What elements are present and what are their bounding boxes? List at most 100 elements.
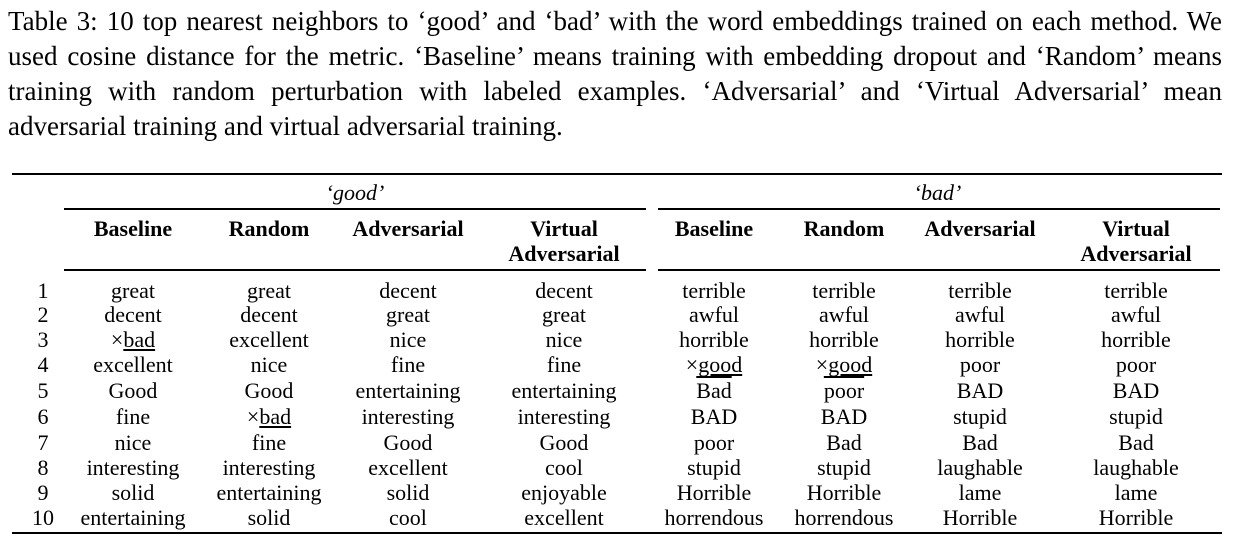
table-cell: poor (693, 430, 735, 455)
table-cell: stupid (953, 404, 1007, 429)
table-cell: Horrible (1098, 505, 1174, 530)
header-rule-good (64, 269, 646, 271)
group-rule-bad (658, 208, 1220, 210)
table-cell: excellent (229, 327, 309, 352)
table-cell: fine (390, 352, 426, 377)
table-cell: terrible (1104, 278, 1168, 303)
table-cell: stupid (1109, 404, 1163, 429)
row-number: 4 (37, 352, 49, 377)
row-number: 7 (37, 430, 49, 455)
row-number: 5 (37, 378, 49, 403)
table-cell: interesting (222, 455, 316, 480)
table-cell: Horrible (942, 505, 1018, 530)
table-cell: lame (1114, 480, 1158, 505)
table-cell: poor (959, 352, 1001, 377)
table-cell: Horrible (676, 480, 752, 505)
column-header: Random (228, 216, 310, 241)
table-cell: terrible (812, 278, 876, 303)
group-header-bad: ‘bad’ (913, 180, 962, 205)
table-cell: solid (111, 480, 155, 505)
table-cell: excellent (524, 505, 604, 530)
table-cell: entertaining (355, 378, 461, 403)
table-cell: Bad (696, 378, 732, 403)
table-cell: great (542, 302, 586, 327)
table-cell: solid (386, 480, 430, 505)
group-header-good: ‘good’ (325, 180, 385, 205)
table-cell: nice (114, 430, 152, 455)
table-cell: cool (389, 505, 427, 530)
table-cell: entertaining (216, 480, 322, 505)
column-header: Baseline (93, 216, 173, 241)
table-cell: horrible (809, 327, 879, 352)
bottom-rule (12, 532, 1222, 534)
table-cell: ×bad (110, 327, 156, 352)
table-cell: laughable (937, 455, 1023, 480)
column-header: Baseline (674, 216, 754, 241)
table-cell: solid (247, 505, 291, 530)
group-rule-good (64, 208, 646, 210)
row-number: 9 (37, 480, 49, 505)
table-cell: Bad (962, 430, 998, 455)
column-header: Virtual (1102, 216, 1170, 241)
table-cell: stupid (687, 455, 741, 480)
table-cell: great (111, 278, 155, 303)
table-cell: enjoyable (521, 480, 607, 505)
table-cell: great (386, 302, 430, 327)
column-header: Adversarial (1080, 241, 1192, 266)
table-cell: laughable (1093, 455, 1179, 480)
table-cell: ×good (815, 352, 873, 377)
table-cell: awful (818, 302, 870, 327)
table-cell: Good (108, 378, 158, 403)
table-cell: great (247, 278, 291, 303)
table-cell: horrendous (794, 505, 894, 530)
table-cell: excellent (93, 352, 173, 377)
table-cell: Bad (826, 430, 862, 455)
column-header: Adversarial (352, 216, 464, 241)
header-rule-bad (658, 269, 1220, 271)
table-cell: fine (251, 430, 287, 455)
table-cell: Bad (1118, 430, 1154, 455)
table-cell: stupid (817, 455, 871, 480)
table-cell: terrible (682, 278, 746, 303)
table-cell: interesting (86, 455, 180, 480)
table-cell: interesting (517, 404, 611, 429)
table-cell: terrible (948, 278, 1012, 303)
row-number: 10 (32, 505, 54, 530)
column-header: Adversarial (924, 216, 1036, 241)
table-cell: horrible (1101, 327, 1171, 352)
table-cell: horrendous (664, 505, 764, 530)
table-cell: horrible (679, 327, 749, 352)
table-cell: Good (383, 430, 433, 455)
top-rule (12, 173, 1222, 175)
table-cell: Good (244, 378, 294, 403)
table-cell: awful (954, 302, 1006, 327)
table-cell: poor (1115, 352, 1157, 377)
table-caption: Table 3: 10 top nearest neighbors to ‘go… (8, 6, 1222, 141)
table-cell: awful (1110, 302, 1162, 327)
table-cell: ×good (685, 352, 743, 377)
table-cell: BAD (690, 404, 738, 429)
table-cell: BAD (820, 404, 868, 429)
table-cell: horrible (945, 327, 1015, 352)
table-cell: nice (250, 352, 288, 377)
table-cell: fine (115, 404, 151, 429)
table-cell: nice (545, 327, 583, 352)
table-cell: fine (546, 352, 582, 377)
table-cell: decent (240, 302, 298, 327)
table-cell: interesting (361, 404, 455, 429)
table-cell: entertaining (511, 378, 617, 403)
column-header: Adversarial (508, 241, 620, 266)
table-cell: decent (379, 278, 437, 303)
table-cell: ×bad (246, 404, 292, 429)
column-header: Virtual (530, 216, 598, 241)
table-cell: decent (104, 302, 162, 327)
table-cell: poor (823, 378, 865, 403)
table-cell: entertaining (80, 505, 186, 530)
row-number: 6 (37, 404, 49, 429)
table-cell: nice (389, 327, 427, 352)
table-cell: Horrible (806, 480, 882, 505)
table-cell: BAD (1112, 378, 1160, 403)
row-number: 2 (37, 302, 49, 327)
row-number: 1 (37, 278, 49, 303)
table-cell: lame (958, 480, 1002, 505)
